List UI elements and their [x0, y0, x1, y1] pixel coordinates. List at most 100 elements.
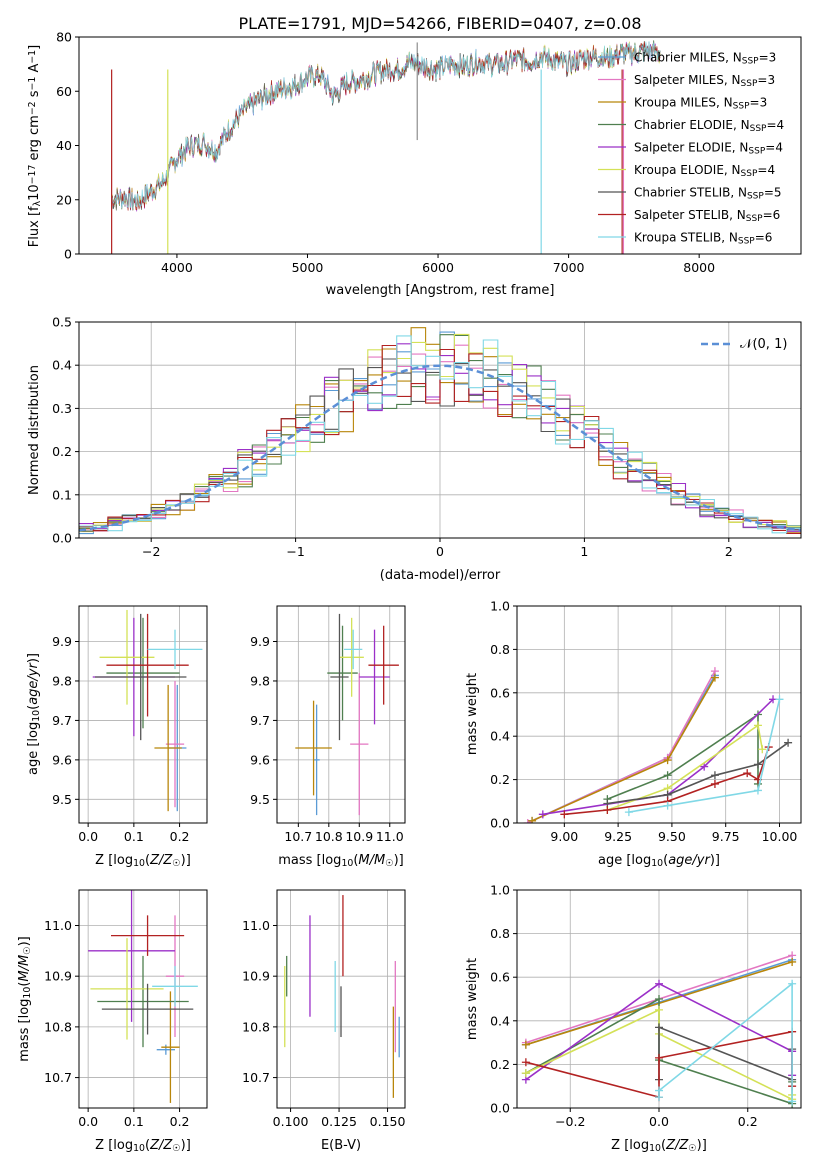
- x-axis-label: mass [log10(M/M☉)]: [278, 853, 404, 869]
- weight-marker: [655, 979, 663, 988]
- y-axis-label: age [log10(age/yr)]: [26, 653, 42, 775]
- label-part: −1: [27, 77, 38, 91]
- legend-entry: Kroupa STELIB, NSSP=6: [634, 231, 772, 247]
- legend-sub: SSP: [750, 124, 767, 134]
- axes-frame: [78, 605, 208, 824]
- weight-marker: [663, 801, 672, 810]
- label-part: s: [27, 90, 42, 101]
- tick-label-y: 10.9: [44, 969, 72, 984]
- tick-label-y: 0.0: [490, 816, 510, 831]
- weight-marker: [528, 816, 537, 823]
- tick-label-y: 0.4: [490, 1013, 510, 1028]
- y-axis-label: mass weight: [465, 673, 480, 755]
- label-part: 10: [649, 1143, 661, 1154]
- tick-label-y: 9.8: [250, 673, 270, 688]
- tick-label-x: 0.1: [124, 1114, 144, 1129]
- tick-label-x: 0.150: [370, 1114, 406, 1129]
- legend-sub: SSP: [738, 237, 755, 247]
- tick-label-y: 0.8: [490, 926, 510, 941]
- label-part: mass [log: [278, 853, 341, 868]
- legend-entry: Kroupa MILES, NSSP=3: [634, 96, 767, 112]
- legend-sub: SSP: [747, 192, 764, 202]
- tick-label-x: 0.0: [649, 1114, 669, 1129]
- label-part: )]: [26, 653, 41, 663]
- y-axis-label: Flux [fλ10−17 erg cm−2 s−1 A−1]: [27, 45, 43, 247]
- tick-label-y: 0.5: [52, 315, 72, 330]
- tick-label-x: 9.75: [712, 829, 740, 844]
- label-part: 10: [133, 1143, 145, 1154]
- weight-line: [531, 677, 716, 822]
- tick-label-x: 4000: [161, 260, 193, 275]
- legend-nssp: =4: [766, 118, 784, 132]
- tick-label-y: 9.5: [250, 792, 270, 807]
- tick-label-x: 0.2: [738, 1114, 758, 1129]
- label-part: (: [26, 705, 41, 710]
- label-part: 10: [27, 184, 42, 201]
- weight-marker: [753, 721, 762, 730]
- weight-line: [531, 675, 716, 822]
- panel-spectrum: 4000 5000 6000 7000 8000 0 20 40 60 80 Chabrier MI…: [27, 30, 802, 298]
- tick-label-y: 0.8: [490, 642, 510, 657]
- tick-label-x: −2: [142, 544, 160, 559]
- x-axis-label: E(B-V): [321, 1138, 361, 1153]
- tick-label-x: 2: [725, 544, 733, 559]
- label-part: ☉: [688, 1143, 696, 1154]
- label-part: (: [661, 1138, 666, 1153]
- weight-marker: [710, 673, 719, 682]
- tick-label-x: 9.00: [550, 829, 578, 844]
- legend-model: Chabrier STELIB, N: [634, 186, 747, 200]
- tick-label-y: 9.9: [250, 634, 270, 649]
- figure-title: PLATE=1791, MJD=54266, FIBERID=0407, z=0…: [238, 14, 641, 33]
- legend-model: Kroupa ELODIE, N: [634, 163, 741, 177]
- legend-gaussian-label: 𝒩(0, 1): [740, 337, 787, 352]
- label-part: )]: [181, 1138, 191, 1153]
- weight-marker: [710, 779, 719, 788]
- weight-marker: [758, 745, 767, 754]
- weight-marker: [784, 738, 793, 747]
- label-part: (: [145, 853, 150, 868]
- legend-model: Salpeter MILES, N: [634, 73, 741, 87]
- tick-label-y: 11.0: [44, 918, 72, 933]
- tick-label-y: 0.1: [52, 487, 72, 502]
- label-part: M/M: [358, 853, 385, 868]
- tick-label-y: 10.7: [242, 1070, 270, 1085]
- weight-marker: [521, 1040, 530, 1049]
- label-part: A: [27, 64, 42, 77]
- weight-marker: [753, 786, 762, 795]
- weight-line: [527, 670, 716, 823]
- tick-label-y: 11.0: [242, 918, 270, 933]
- tick-label-y: 9.8: [52, 673, 72, 688]
- plot-area: [79, 606, 207, 823]
- tick-label-x: −0.2: [555, 1114, 585, 1129]
- x-axis-label: wavelength [Angstrom, rest frame]: [326, 283, 555, 298]
- y-axis-label: mass [log10(M/M☉)]: [17, 936, 33, 1062]
- label-part: (: [17, 982, 32, 987]
- legend-nssp: =6: [763, 208, 781, 222]
- legend-model: Salpeter STELIB, N: [634, 208, 746, 222]
- label-part: age [log: [26, 722, 41, 775]
- label-part: λ: [32, 200, 43, 206]
- tick-label-x: 0: [436, 544, 444, 559]
- axes-frame: [78, 889, 208, 1109]
- legend-model: Chabrier ELODIE, N: [634, 118, 750, 132]
- weight-line: [564, 746, 770, 816]
- legend-model: Chabrier MILES, N: [634, 51, 742, 65]
- label-part: (0, 1): [752, 337, 787, 352]
- label-part: )]: [710, 853, 720, 868]
- tick-label-x: 7000: [553, 260, 585, 275]
- label-part: −1: [27, 50, 38, 64]
- label-part: age/yr: [668, 853, 711, 868]
- label-part: Z [log: [95, 853, 133, 868]
- weight-marker: [655, 995, 663, 1003]
- legend-sub: SSP: [742, 57, 759, 67]
- label-part: (: [663, 853, 668, 868]
- label-part: 10: [133, 858, 145, 869]
- label-part: )]: [17, 936, 32, 946]
- legend-entry: Salpeter ELODIE, NSSP=4: [634, 141, 783, 157]
- label-part: M/M: [17, 955, 32, 982]
- weight-marker: [603, 805, 612, 814]
- legend-nssp: =3: [757, 73, 775, 87]
- tick-label-x: 0.0: [78, 1114, 98, 1129]
- panel-mass_vs_EBV: 0.100 0.125 0.150 10.7 10.8 10.9 11.0 E(B-V): [242, 889, 406, 1153]
- x-axis-label: (data-model)/error: [380, 568, 501, 583]
